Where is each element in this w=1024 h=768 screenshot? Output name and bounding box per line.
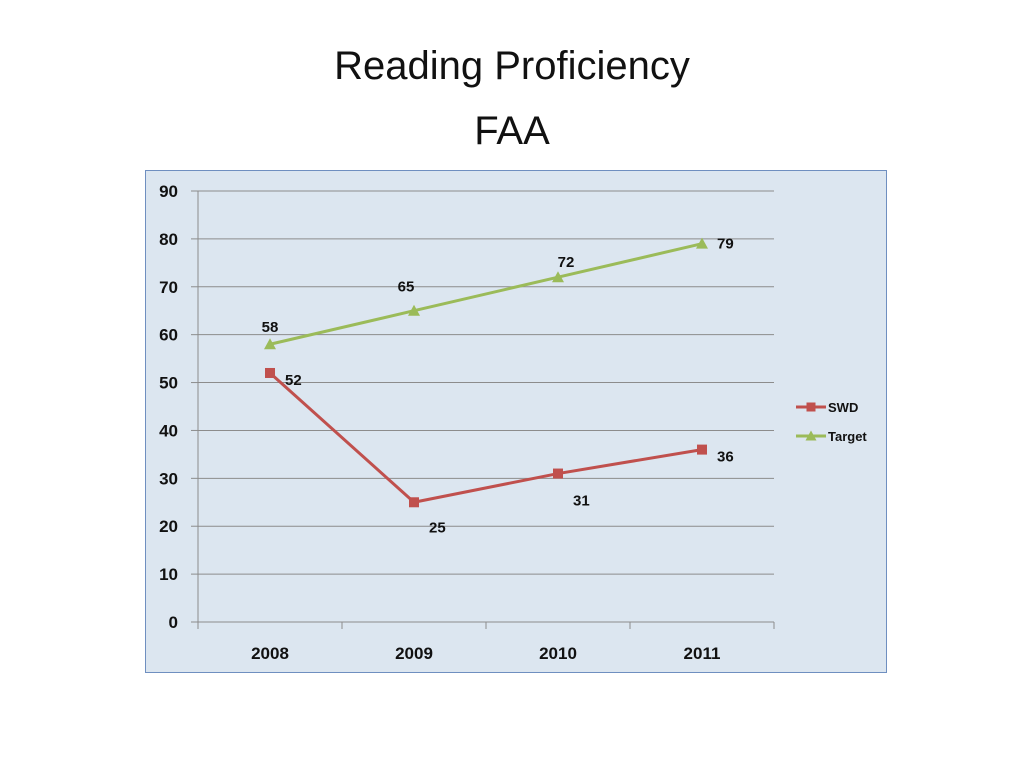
chart-area xyxy=(145,170,887,673)
data-label-swd: 52 xyxy=(285,372,302,389)
y-tick-label: 50 xyxy=(159,374,178,393)
data-point-target xyxy=(552,271,564,283)
y-tick-label: 80 xyxy=(159,230,178,249)
data-label-target: 65 xyxy=(398,279,415,296)
data-label-swd: 36 xyxy=(717,449,734,466)
data-label-swd: 25 xyxy=(429,519,446,536)
data-point-swd xyxy=(697,444,707,455)
data-point-target xyxy=(264,338,276,350)
x-tick-label: 2011 xyxy=(684,644,721,663)
y-tick-label: 70 xyxy=(159,278,178,297)
data-label-target: 58 xyxy=(262,319,279,336)
series-line-swd xyxy=(268,371,703,504)
series-line-target xyxy=(269,242,703,346)
y-tick-label: 60 xyxy=(159,326,178,345)
slide-subtitle: FAA xyxy=(474,109,550,153)
data-label-target: 72 xyxy=(558,254,575,271)
data-point-target xyxy=(696,237,708,249)
x-tick-label: 2010 xyxy=(539,644,577,663)
slide-title: Reading Proficiency xyxy=(334,44,690,88)
legend-marker-swd xyxy=(806,402,816,412)
y-tick-label: 90 xyxy=(159,182,178,201)
y-tick-label: 20 xyxy=(159,517,178,536)
x-tick-label: 2008 xyxy=(251,644,289,663)
legend-marker-target xyxy=(805,430,817,441)
legend-label-swd: SWD xyxy=(828,400,858,415)
legend-label-target: Target xyxy=(828,429,867,444)
y-tick-label: 10 xyxy=(159,565,178,584)
y-tick-label: 0 xyxy=(169,613,178,632)
y-tick-label: 30 xyxy=(159,469,178,488)
data-point-swd xyxy=(553,468,563,479)
data-point-swd xyxy=(409,497,419,508)
y-tick-label: 40 xyxy=(159,421,178,440)
x-tick-label: 2009 xyxy=(395,644,433,663)
data-label-target: 79 xyxy=(717,236,734,253)
data-point-swd xyxy=(265,367,275,378)
data-label-swd: 31 xyxy=(573,493,590,510)
data-point-target xyxy=(408,304,420,316)
